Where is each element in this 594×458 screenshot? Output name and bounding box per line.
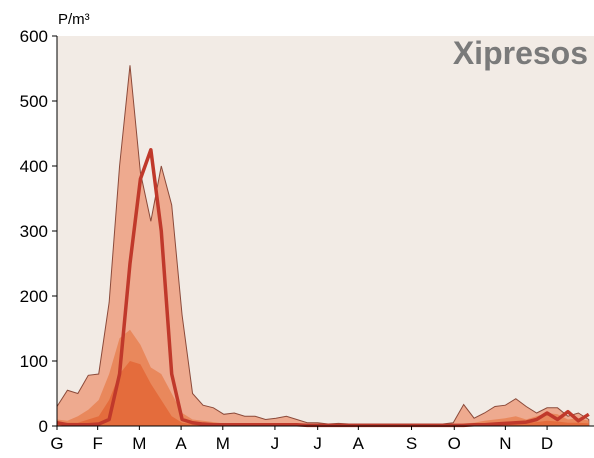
y-tick-label: 300 — [20, 222, 48, 241]
y-tick-label: 200 — [20, 287, 48, 306]
line — [56, 148, 590, 428]
y-tick-label: 500 — [20, 92, 48, 111]
y-tick-label: 600 — [20, 27, 48, 46]
x-tick-label: F — [92, 434, 102, 453]
y-tick-label: 400 — [20, 157, 48, 176]
y-axis-label: P/m³ — [58, 11, 90, 28]
x-tick-label: A — [175, 434, 187, 453]
x-tick-label: D — [541, 434, 553, 453]
y-tick-label: 0 — [39, 417, 48, 436]
x-tick-label: A — [353, 434, 365, 453]
x-tick-label: G — [50, 434, 63, 453]
x-tick-label: S — [406, 434, 417, 453]
y-tick-label: 100 — [20, 352, 48, 371]
x-tick-label: N — [499, 434, 511, 453]
x-tick-label: O — [448, 434, 461, 453]
x-tick-label: J — [313, 434, 322, 453]
x-tick-label: M — [216, 434, 230, 453]
x-tick-label: J — [271, 434, 280, 453]
chart-title: Xipresos — [453, 35, 588, 71]
x-tick-label: M — [132, 434, 146, 453]
